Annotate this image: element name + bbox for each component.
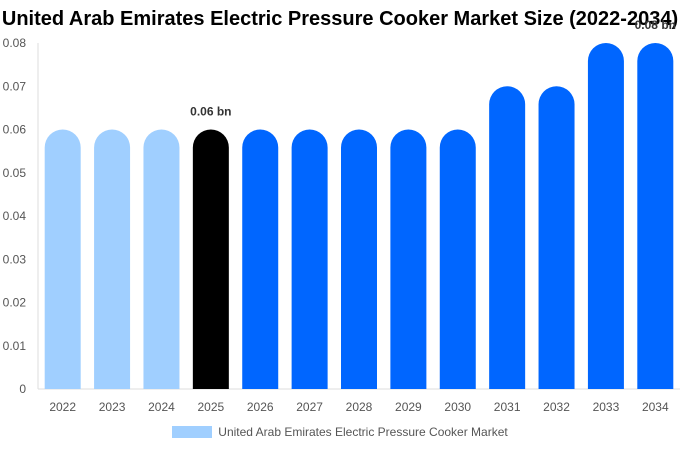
bar-2022 [44,129,81,389]
x-tick-label: 2027 [296,400,323,414]
chart-labels: 2022 2023 2024 2025 2026 2027 2028 2029 2030 2031… [49,18,676,414]
y-tick-label: 0.05 [3,166,27,180]
data-label-2025: 0.06 bn [190,105,231,119]
y-tick-label: 0.07 [3,79,27,93]
bar-2025 [192,129,229,389]
x-tick-label: 2031 [494,400,521,414]
y-tick-label: 0.04 [3,209,27,223]
bar-2034 [637,43,674,389]
y-tick-label: 0.08 [3,36,27,50]
x-tick-label: 2024 [148,400,175,414]
bar-2027 [291,129,328,389]
y-tick-label: 0.01 [3,339,27,353]
y-tick-label: 0.06 [3,123,27,137]
bar-2024 [143,129,180,389]
bar-2030 [439,129,476,389]
bar-2029 [390,129,427,389]
bar-2028 [341,129,377,389]
bar-2031 [489,86,526,389]
y-tick-label: 0.03 [3,252,27,266]
x-tick-label: 2032 [543,400,570,414]
x-tick-label: 2025 [197,400,224,414]
chart-bars [44,43,674,389]
chart-title: United Arab Emirates Electric Pressure C… [1,8,679,30]
x-tick-label: 2023 [99,400,126,414]
x-tick-label: 2026 [247,400,274,414]
bar-2026 [242,129,279,389]
legend-swatch [172,426,213,438]
x-tick-label: 2029 [395,400,422,414]
x-tick-label: 2030 [444,400,471,414]
data-label-2034: 0.08 bn [635,18,676,32]
chart-legend: United Arab Emirates Electric Pressure C… [0,425,680,439]
x-tick-label: 2022 [49,400,76,414]
bar-2023 [94,129,131,389]
x-tick-label: 2033 [593,400,620,414]
bar-2032 [538,86,575,389]
bar-2033 [587,43,624,389]
legend-label: United Arab Emirates Electric Pressure C… [218,425,508,439]
x-tick-label: 2034 [642,400,669,414]
x-tick-label: 2028 [346,400,373,414]
y-tick-label: 0 [19,382,26,396]
y-tick-label: 0.02 [3,296,27,310]
